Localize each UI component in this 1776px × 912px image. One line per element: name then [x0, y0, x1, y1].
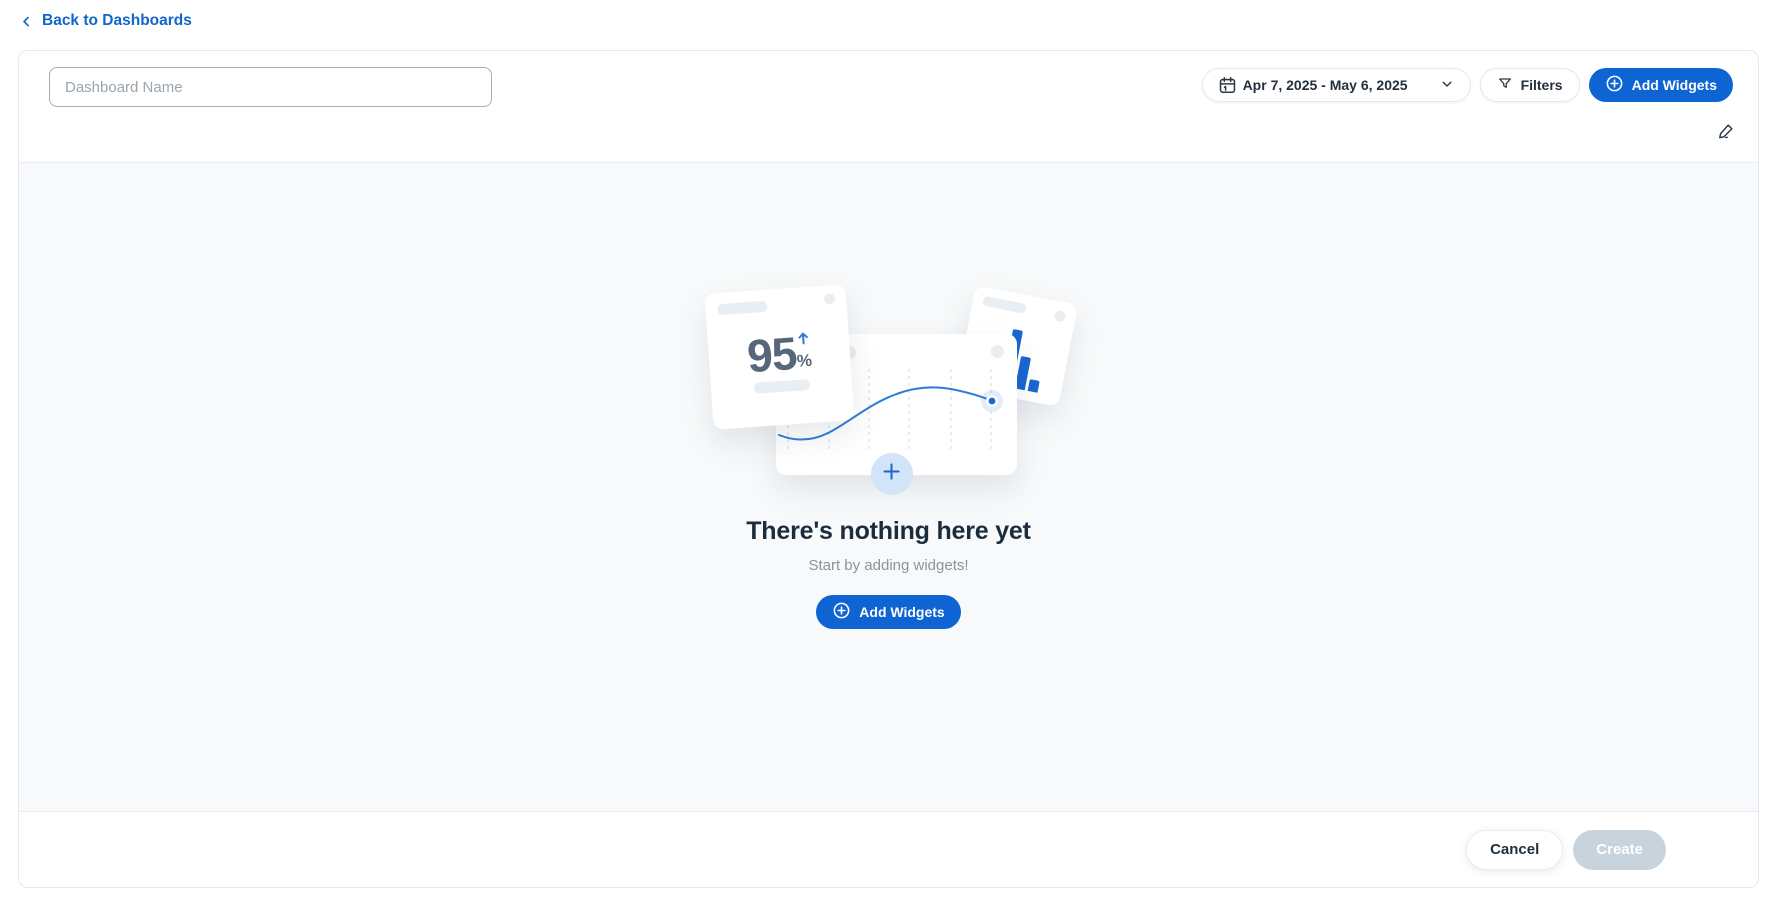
empty-state-title: There's nothing here yet [746, 517, 1031, 545]
filters-label: Filters [1520, 77, 1563, 93]
editor-footer: Cancel Create [19, 811, 1758, 887]
filters-button[interactable]: Filters [1479, 68, 1580, 102]
dashboard-editor-panel: Apr 7, 2025 - May 6, 2025 Filters Add [18, 50, 1759, 888]
editor-header: Apr 7, 2025 - May 6, 2025 Filters Add [19, 51, 1758, 163]
date-range-label: Apr 7, 2025 - May 6, 2025 [1242, 77, 1408, 93]
metric-unit: % [795, 350, 813, 371]
add-widgets-button-empty-state[interactable]: Add Widgets [816, 595, 961, 629]
add-widgets-button-header[interactable]: Add Widgets [1588, 68, 1733, 102]
dashboard-canvas: 95 % [19, 163, 1758, 811]
metric-value: 95 [744, 326, 798, 383]
cancel-button[interactable]: Cancel [1466, 829, 1564, 870]
funnel-icon [1497, 76, 1513, 95]
illustration-metric: 95 % [707, 326, 851, 382]
back-link-label: Back to Dashboards [42, 12, 192, 29]
pencil-icon [1717, 121, 1736, 143]
edit-layout-button[interactable] [1713, 119, 1739, 145]
arrow-up-icon [795, 331, 809, 351]
empty-state-illustration: 95 % [703, 284, 1078, 495]
calendar-icon [1218, 76, 1237, 98]
chevron-left-icon [20, 15, 33, 28]
header-controls: Apr 7, 2025 - May 6, 2025 Filters Add [1201, 68, 1733, 102]
illustration-plus-badge [870, 453, 913, 495]
back-to-dashboards-link[interactable]: Back to Dashboards [20, 12, 192, 30]
plus-circle-icon [832, 601, 851, 623]
create-button[interactable]: Create [1573, 829, 1666, 870]
plus-circle-icon [1605, 74, 1624, 96]
empty-state-subtitle: Start by adding widgets! [808, 557, 969, 574]
chevron-down-icon [1440, 77, 1454, 94]
add-widgets-label: Add Widgets [1631, 77, 1717, 93]
plus-icon [882, 462, 901, 486]
illustration-metric-card: 95 % [703, 284, 855, 430]
add-widgets-label: Add Widgets [859, 604, 945, 620]
dashboard-name-input[interactable] [49, 67, 492, 107]
line-chart-graphic [777, 369, 1003, 450]
date-range-picker[interactable]: Apr 7, 2025 - May 6, 2025 [1201, 68, 1471, 102]
